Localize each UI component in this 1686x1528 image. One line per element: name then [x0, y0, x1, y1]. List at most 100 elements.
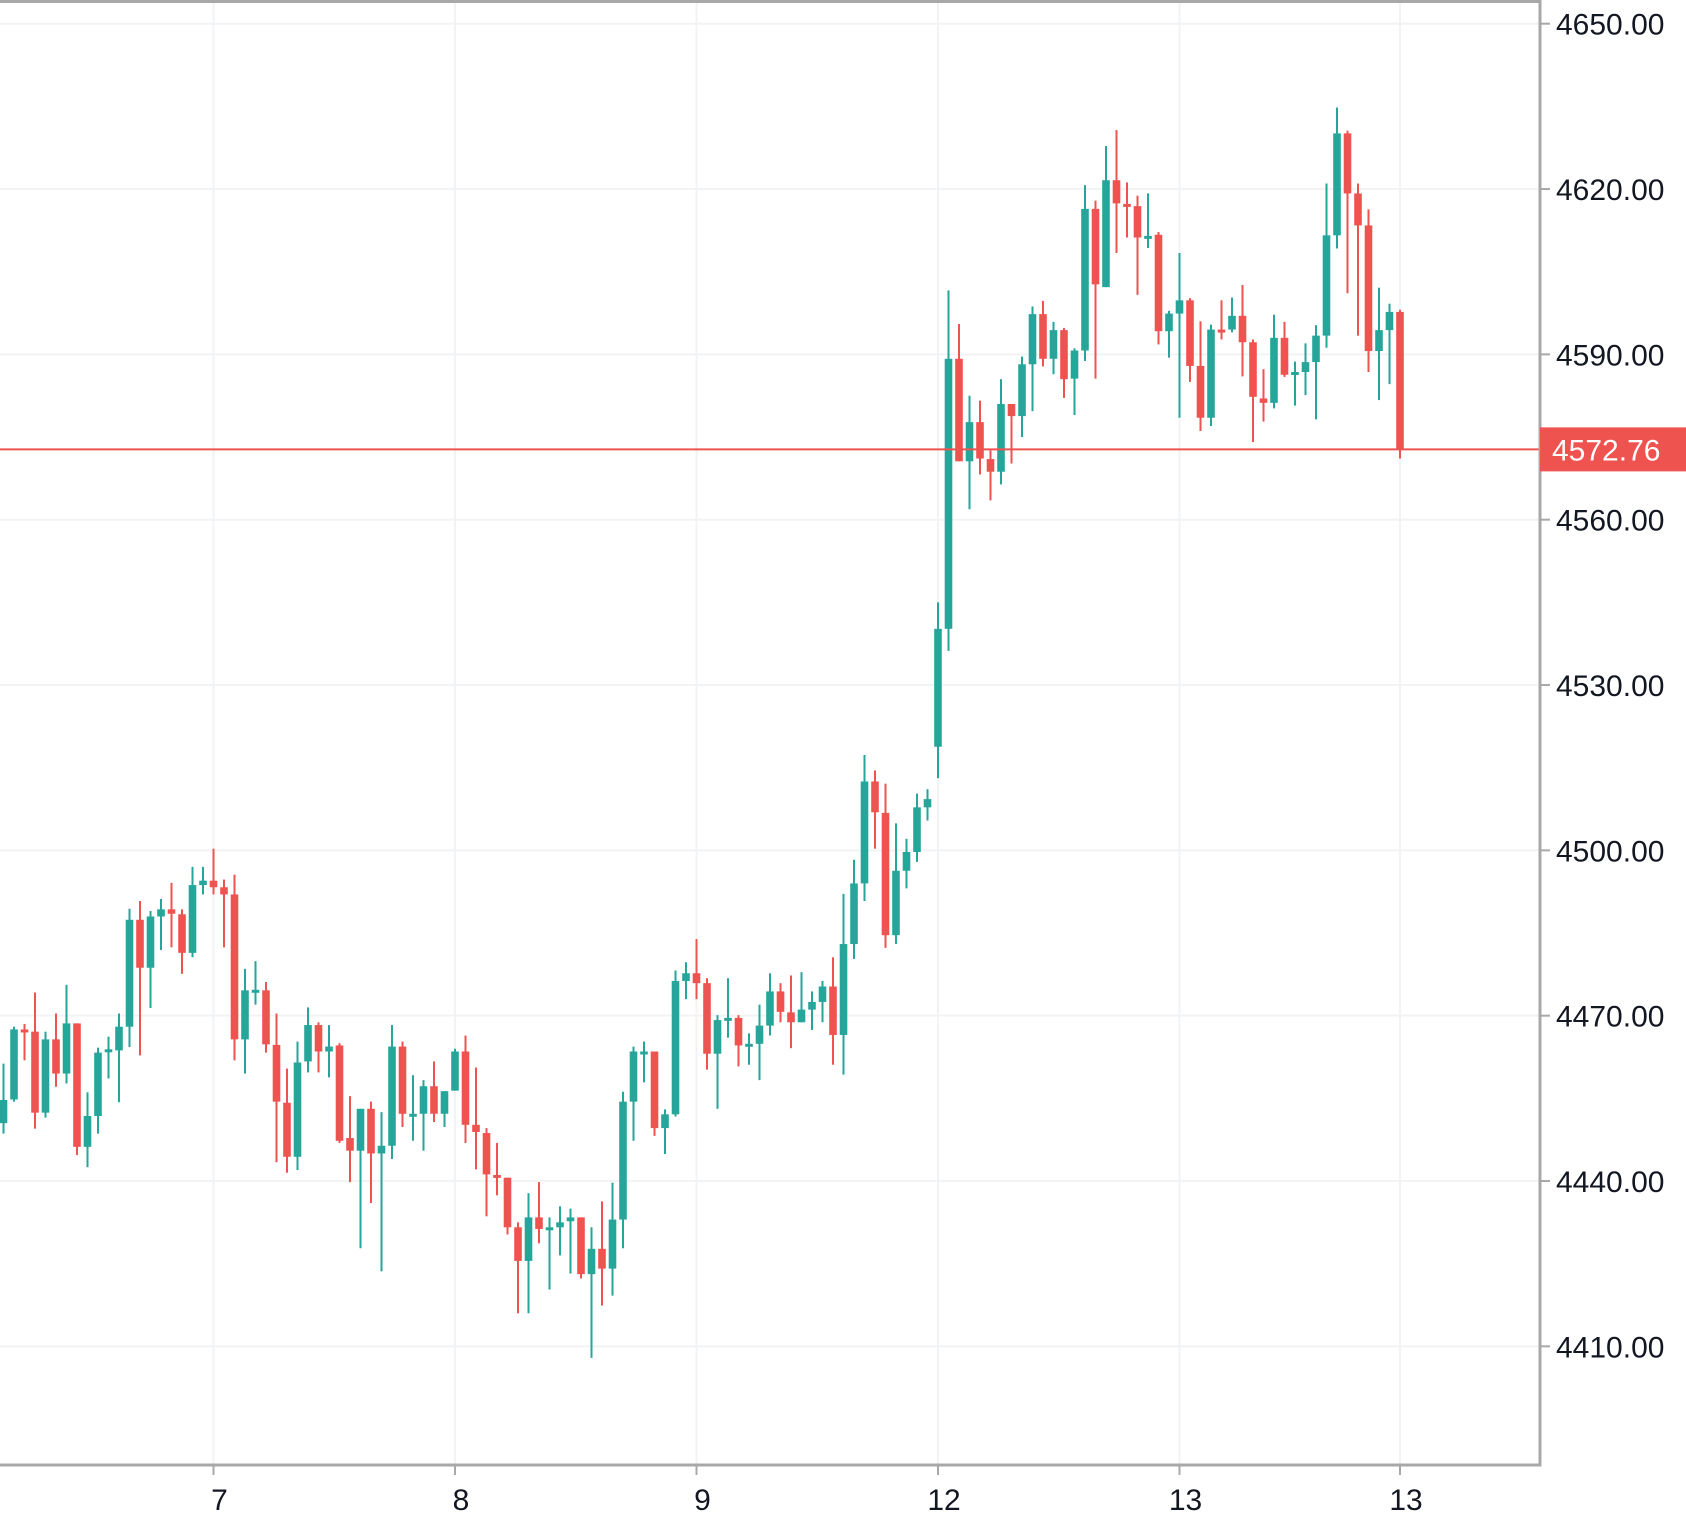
candle-body — [356, 1108, 365, 1151]
candle-body — [755, 1025, 764, 1044]
candle-body — [136, 919, 144, 968]
candle-body — [797, 1009, 806, 1023]
candle-body — [1343, 133, 1352, 194]
candle-down — [230, 874, 239, 1061]
x-tick-label: 13 — [1389, 1484, 1422, 1517]
candle-down — [1007, 403, 1016, 464]
candle-body — [1396, 311, 1404, 450]
candle-up — [356, 1108, 365, 1249]
candle-body — [629, 1051, 638, 1102]
candle-body — [62, 1023, 71, 1074]
candle-up — [524, 1193, 533, 1314]
candle-body — [1081, 208, 1089, 351]
candle-body — [1312, 335, 1320, 363]
candle-down — [52, 1013, 60, 1087]
candle-down — [1249, 339, 1257, 442]
candle-body — [1322, 235, 1331, 336]
candle-down — [1354, 183, 1362, 336]
price-axis[interactable]: 4650.00 4620.00 4590.00 4560.00 4530.00 4500.… — [1556, 9, 1664, 1365]
candle-up — [629, 1046, 638, 1141]
candle-body — [440, 1091, 449, 1114]
y-tick-label: 4620.00 — [1556, 174, 1664, 207]
candle-up — [724, 978, 732, 1038]
candle-up — [839, 893, 848, 1075]
candle-down — [776, 983, 785, 1023]
candle-body — [451, 1051, 459, 1091]
candle-up — [566, 1208, 575, 1274]
candle-body — [766, 991, 774, 1026]
candle-down — [1133, 195, 1142, 295]
candle-body — [41, 1039, 50, 1113]
candle-down — [1217, 300, 1226, 340]
candle-body — [902, 852, 911, 871]
candle-up — [944, 290, 953, 651]
candle-body — [1186, 300, 1194, 366]
candle-up — [104, 1036, 113, 1079]
candle-up — [818, 980, 827, 1023]
candle-body — [692, 973, 701, 984]
candle-up — [0, 1063, 8, 1134]
candle-body — [493, 1174, 501, 1178]
candle-body — [1217, 329, 1226, 333]
axes — [0, 0, 1550, 1475]
candle-up — [1102, 146, 1110, 288]
candle-down — [503, 1177, 512, 1235]
candle-down — [1259, 369, 1268, 422]
candle-body — [881, 812, 890, 936]
candle-body — [1301, 362, 1310, 372]
y-tick-label: 4410.00 — [1556, 1331, 1664, 1364]
candle-down — [493, 1142, 501, 1196]
candle-up — [1301, 343, 1310, 396]
candle-down — [1186, 298, 1194, 382]
candle-body — [1154, 234, 1163, 332]
candle-up — [965, 395, 974, 510]
candle-body — [377, 1145, 386, 1154]
candle-down — [787, 975, 795, 1049]
candle-body — [671, 980, 680, 1115]
candle-down — [1364, 209, 1373, 372]
candle-up — [913, 793, 921, 862]
candle-body — [713, 1020, 722, 1054]
candle-body — [608, 1219, 617, 1269]
candle-up — [671, 970, 680, 1117]
candle-up — [608, 1182, 617, 1296]
candle-body — [482, 1133, 491, 1175]
y-tick-label: 4650.00 — [1556, 9, 1664, 42]
candle-down — [472, 1067, 480, 1170]
candle-up — [1070, 348, 1079, 415]
candle-body — [1207, 329, 1215, 418]
candle-body — [514, 1227, 522, 1261]
candle-down — [398, 1041, 407, 1128]
candle-up — [1291, 361, 1299, 406]
candle-body — [199, 880, 207, 886]
candle-body — [1039, 314, 1047, 359]
candle-up — [892, 823, 900, 945]
candle-body — [146, 916, 155, 968]
candle-body — [871, 781, 879, 813]
candle-body — [314, 1025, 323, 1052]
candle-body — [650, 1051, 659, 1129]
candle-body — [0, 1099, 8, 1124]
candle-down — [335, 1043, 344, 1143]
candle-up — [1028, 306, 1037, 412]
candle-up — [1175, 252, 1184, 418]
candle-up — [325, 1025, 333, 1078]
candle-up — [377, 1112, 386, 1272]
candle-body — [598, 1248, 606, 1269]
candle-down — [986, 450, 995, 501]
candle-body — [619, 1101, 627, 1220]
candle-body — [524, 1217, 533, 1261]
candle-up — [1228, 297, 1236, 333]
candle-body — [1259, 398, 1268, 403]
y-tick-label: 4500.00 — [1556, 835, 1664, 868]
candle-down — [577, 1217, 585, 1279]
candle-body — [419, 1086, 428, 1114]
candle-up — [62, 984, 71, 1084]
candle-body — [839, 944, 848, 1035]
candle-body — [251, 989, 260, 993]
time-axis[interactable]: 7 8 9 12 13 13 — [211, 1484, 1423, 1517]
candle-up — [556, 1206, 564, 1256]
candle-body — [304, 1025, 312, 1062]
candle-body — [913, 807, 921, 853]
